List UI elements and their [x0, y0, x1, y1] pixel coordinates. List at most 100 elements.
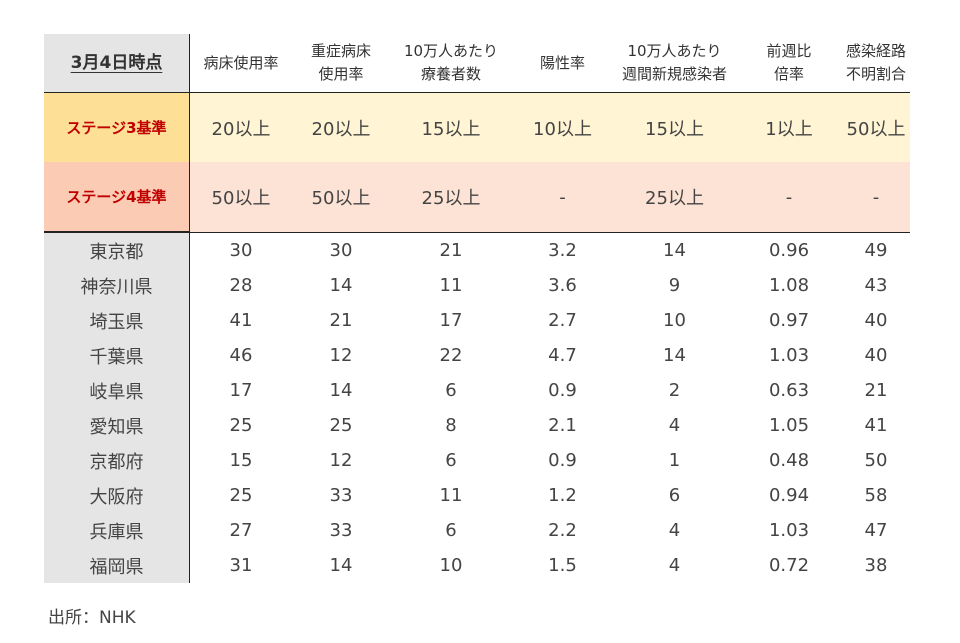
table-row: 岐阜県 17 14 6 0.9 2 0.63 21	[44, 373, 910, 408]
header-line: 陽性率	[539, 53, 585, 72]
table-cell: 0.63	[768, 380, 810, 401]
table-row: 兵庫県 27 33 6 2.2 4 1.03 47	[44, 513, 910, 548]
table-cell: 2.1	[548, 415, 577, 436]
table-cell: 6	[445, 380, 457, 401]
table-cell: 0.94	[768, 485, 810, 506]
table-cell: 11	[439, 485, 463, 506]
table-cell: 4	[668, 415, 681, 436]
table-cell: 41	[229, 310, 253, 331]
table-cell: 1.5	[548, 555, 577, 576]
table-cell: 1.03	[768, 520, 810, 541]
table-cell: 2	[668, 380, 681, 401]
stage3-value: 15以上	[645, 118, 704, 140]
header-line: 前週比	[766, 42, 812, 60]
table-cell: 0.97	[768, 310, 810, 331]
header-line: 10万人あたり	[627, 42, 722, 60]
header-positivity-rate: 陽性率	[512, 52, 613, 75]
stage3-value: 20以上	[311, 118, 371, 140]
table-cell: 17	[229, 380, 253, 401]
date-label: 3月4日時点	[70, 52, 163, 73]
header-line: 使用率	[318, 65, 364, 83]
table-cell: 0.72	[768, 555, 810, 576]
table-cell: 1.03	[768, 345, 810, 366]
table-cell: 58	[864, 485, 888, 506]
table-cell: 3.6	[548, 275, 577, 296]
table-cell: 6	[668, 485, 681, 506]
stage3-value: 15以上	[421, 118, 481, 140]
table-cell: 4	[668, 555, 681, 576]
table-cell: 30	[229, 240, 253, 261]
table-cell: 2.7	[548, 310, 577, 331]
date-header-cell: 3月4日時点	[44, 34, 190, 92]
table-cell: 14	[329, 555, 353, 576]
table-cell: 27	[229, 520, 253, 541]
table-cell: 3.2	[548, 240, 577, 261]
table-cell: 9	[668, 275, 681, 296]
stage4-value: -	[559, 186, 566, 208]
table-cell: 4.7	[548, 345, 577, 366]
prefecture-name: 愛知県	[44, 408, 190, 443]
table-cell: 0.96	[768, 240, 810, 261]
prefecture-name: 東京都	[44, 233, 190, 268]
table-cell: 46	[229, 345, 253, 366]
header-row: 3月4日時点 病床使用率 重症病床 使用率 10万人あたり 療養者数 陽性率 1…	[44, 34, 910, 92]
table-cell: 22	[439, 345, 463, 366]
table-cell: 25	[229, 415, 253, 436]
table-cell: 1	[668, 450, 681, 471]
prefecture-name: 神奈川県	[44, 268, 190, 303]
prefecture-name: 福岡県	[44, 548, 190, 583]
stage4-label: ステージ4基準	[44, 162, 190, 232]
stage4-value: 25以上	[645, 188, 704, 209]
table-cell: 12	[329, 345, 353, 366]
table-cell: 33	[329, 520, 353, 541]
header-unknown-route: 感染経路 不明割合	[842, 40, 910, 86]
stage3-value: 20以上	[211, 118, 271, 140]
stage3-value: 10以上	[533, 118, 592, 140]
table-cell: 14	[329, 275, 353, 296]
header-line: 不明割合	[845, 65, 906, 83]
table-row: 愛知県 25 25 8 2.1 4 1.05 41	[44, 408, 910, 443]
stage3-label: ステージ3基準	[44, 93, 190, 162]
table-cell: 40	[864, 310, 888, 331]
prefecture-name: 千葉県	[44, 338, 190, 373]
table-cell: 28	[229, 275, 253, 296]
table-cell: 33	[329, 485, 353, 506]
table-cell: 17	[439, 310, 463, 331]
prefecture-name: 埼玉県	[44, 303, 190, 338]
table-row: 神奈川県 28 14 11 3.6 9 1.08 43	[44, 268, 910, 303]
prefecture-name: 兵庫県	[44, 513, 190, 548]
table-cell: 21	[329, 310, 353, 331]
table-row: 京都府 15 12 6 0.9 1 0.48 50	[44, 443, 910, 478]
indicator-table: 3月4日時点 病床使用率 重症病床 使用率 10万人あたり 療養者数 陽性率 1…	[44, 34, 910, 583]
table-cell: 25	[329, 415, 353, 436]
table-cell: 43	[864, 275, 888, 296]
table-cell: 0.48	[768, 450, 810, 471]
prefecture-name: 京都府	[44, 443, 190, 478]
prefecture-name: 岐阜県	[44, 373, 190, 408]
table-cell: 41	[864, 415, 888, 436]
stage3-value: 50以上	[846, 118, 906, 140]
table-cell: 11	[439, 275, 463, 296]
header-line: 感染経路	[845, 42, 906, 60]
stage4-value: -	[872, 186, 880, 208]
table-row: 千葉県 46 12 22 4.7 14 1.03 40	[44, 338, 910, 373]
table-cell: 1.05	[768, 415, 810, 436]
table-cell: 31	[229, 555, 253, 576]
table-cell: 38	[864, 555, 888, 576]
table-cell: 0.9	[548, 380, 577, 401]
stage4-value: 50以上	[311, 188, 371, 209]
header-patients-per-100k: 10万人あたり 療養者数	[390, 40, 512, 86]
stage4-value: -	[785, 186, 793, 208]
table-cell: 21	[864, 380, 888, 401]
table-cell: 21	[439, 240, 463, 261]
table-cell: 40	[864, 345, 888, 366]
table-cell: 2.2	[548, 520, 577, 541]
table-row: 埼玉県 41 21 17 2.7 10 0.97 40	[44, 303, 910, 338]
table-cell: 0.9	[548, 450, 577, 471]
stage4-value: 25以上	[421, 188, 481, 209]
table-cell: 1.08	[768, 275, 810, 296]
header-line: 週間新規感染者	[621, 65, 727, 83]
header-week-over-week: 前週比 倍率	[736, 40, 842, 86]
table-cell: 14	[663, 345, 686, 366]
table-cell: 6	[445, 450, 457, 471]
